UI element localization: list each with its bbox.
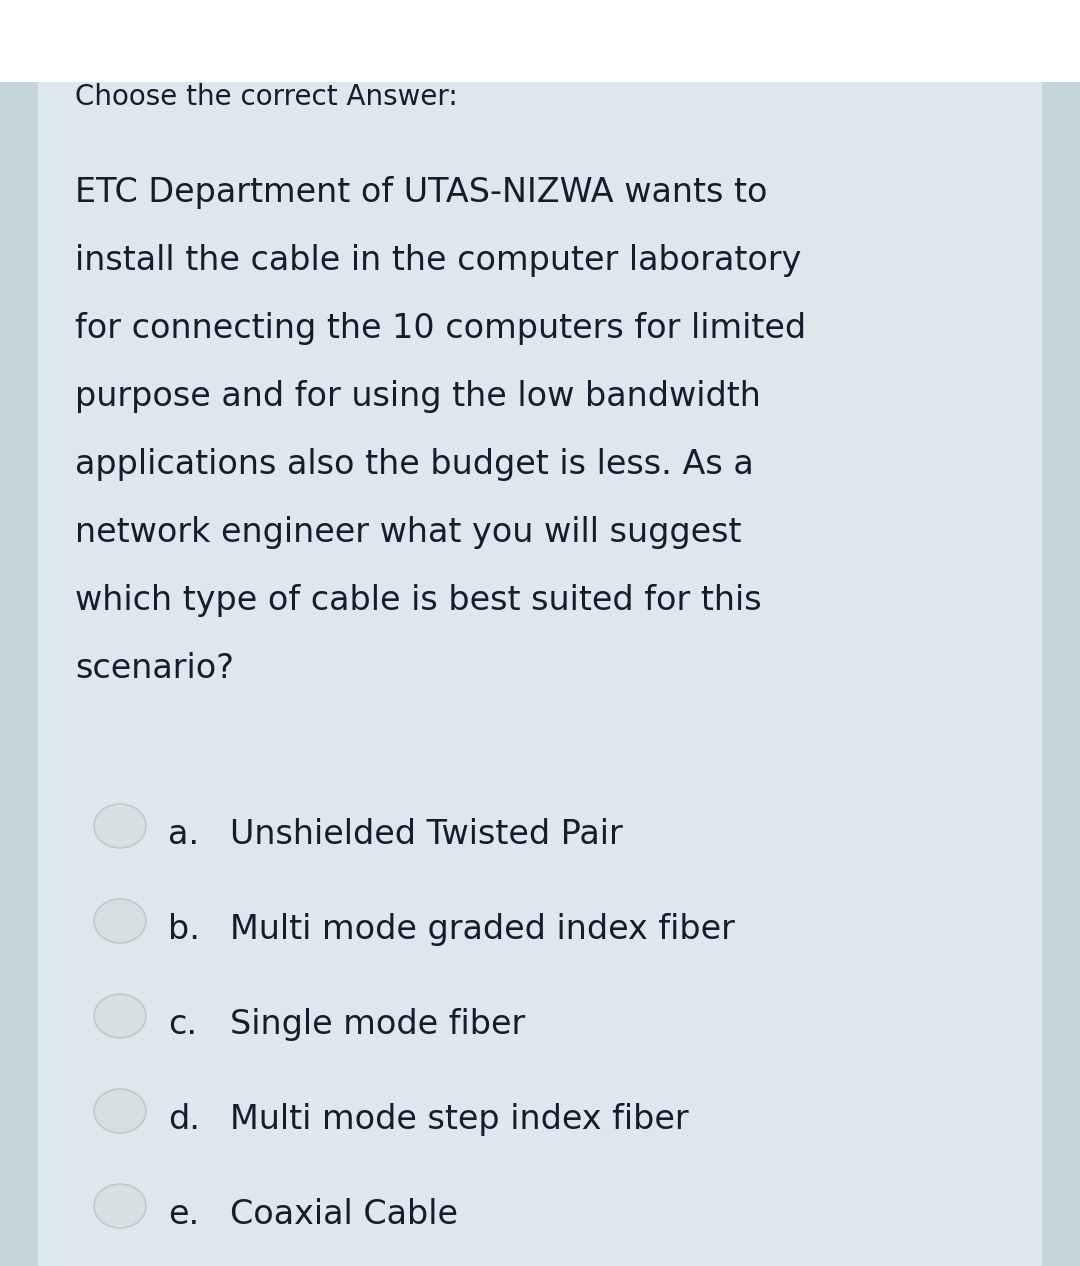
Text: d.: d.: [168, 1103, 200, 1136]
Text: Multi mode step index fiber: Multi mode step index fiber: [230, 1103, 689, 1136]
Text: install the cable in the computer laboratory: install the cable in the computer labora…: [75, 244, 801, 277]
Bar: [0, 82, 38, 1266]
Ellipse shape: [94, 804, 146, 848]
Ellipse shape: [94, 1089, 146, 1133]
Text: applications also the budget is less. As a: applications also the budget is less. As…: [75, 448, 754, 481]
Text: Choose the correct Answer:: Choose the correct Answer:: [75, 84, 458, 111]
Text: Coaxial Cable: Coaxial Cable: [230, 1198, 458, 1231]
Text: a.: a.: [168, 818, 199, 851]
Text: purpose and for using the low bandwidth: purpose and for using the low bandwidth: [75, 380, 761, 413]
Ellipse shape: [94, 994, 146, 1038]
Ellipse shape: [94, 899, 146, 943]
Text: Single mode fiber: Single mode fiber: [230, 1008, 525, 1041]
Text: b.: b.: [168, 913, 200, 946]
Text: Multi mode graded index fiber: Multi mode graded index fiber: [230, 913, 734, 946]
Bar: [1042, 82, 1080, 1266]
Text: e.: e.: [168, 1198, 199, 1231]
Text: which type of cable is best suited for this: which type of cable is best suited for t…: [75, 584, 761, 617]
Ellipse shape: [94, 1184, 146, 1228]
Text: ETC Department of UTAS-NIZWA wants to: ETC Department of UTAS-NIZWA wants to: [75, 176, 768, 209]
Text: c.: c.: [168, 1008, 198, 1041]
Bar: [0, 0, 1080, 82]
Text: Unshielded Twisted Pair: Unshielded Twisted Pair: [230, 818, 623, 851]
Text: scenario?: scenario?: [75, 652, 234, 685]
Text: for connecting the 10 computers for limited: for connecting the 10 computers for limi…: [75, 311, 806, 346]
Text: network engineer what you will suggest: network engineer what you will suggest: [75, 517, 742, 549]
